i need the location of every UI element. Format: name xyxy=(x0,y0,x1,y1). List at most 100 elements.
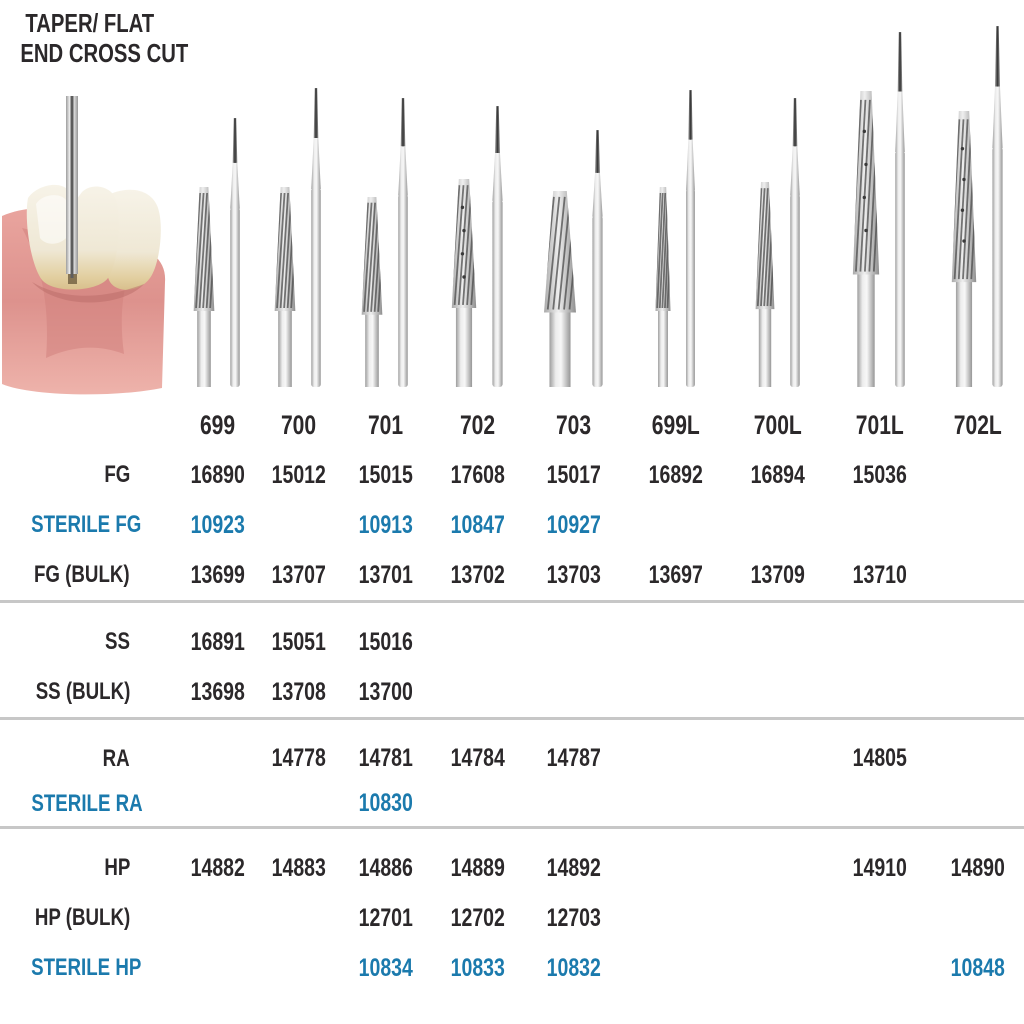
part-number-cell: 10848 xyxy=(950,953,1006,982)
table-section-1: SS 16891 15051 15016 SS (BULK) 13698 13708 1370… xyxy=(0,600,1024,719)
column-header-703: 703 xyxy=(555,409,592,440)
bur-photo-row: TAPER/ FLAT END CROSS CUT xyxy=(0,0,1024,400)
part-number-cell: 13708 xyxy=(271,677,326,706)
bur-closeup-image xyxy=(193,187,215,387)
column-header-699: 699 xyxy=(199,409,236,440)
part-number-cell: 10830 xyxy=(358,789,413,817)
part-number-cell xyxy=(827,600,932,667)
part-number-cell xyxy=(932,717,1024,781)
part-number-cell: 10927 xyxy=(546,510,601,539)
part-number-cell: 13699 xyxy=(190,560,245,589)
bur-full-image xyxy=(491,106,503,387)
table-row: HP 14882 14883 14886 14889 14892 14910 14890 xyxy=(0,826,1024,893)
bur-closeup-image xyxy=(451,179,476,387)
part-number-cell: 16891 xyxy=(178,600,257,667)
bur-photo-699 xyxy=(178,0,257,400)
part-number-cell xyxy=(623,893,729,943)
bur-photo-699L xyxy=(623,0,729,400)
bur-photo-700 xyxy=(257,0,340,400)
row-label: STERILE HP xyxy=(31,954,142,981)
table-row: FG 16890 15012 15015 17608 15017 16892 16894 150… xyxy=(0,450,1024,500)
bur-photo-702 xyxy=(431,0,524,400)
part-number-cell: 14890 xyxy=(932,826,1024,893)
size-header-row: 699 700 701 702 703 699L 700L 701L 702L xyxy=(0,400,1024,450)
part-number-cell xyxy=(827,667,932,719)
column-header-700L: 700L xyxy=(753,409,802,440)
part-number-cell xyxy=(623,667,729,719)
bur-photo-701L xyxy=(827,0,932,400)
part-number-cell xyxy=(729,600,827,667)
part-number-cell xyxy=(932,781,1024,828)
part-number-cell: 13700 xyxy=(358,677,413,706)
part-number-cell: 13697 xyxy=(648,560,704,589)
part-number-cell: 10923 xyxy=(190,510,245,539)
part-number-cell: 14778 xyxy=(257,717,340,781)
bur-photo-701 xyxy=(340,0,431,400)
table-row: RA 14778 14781 14784 14787 14805 xyxy=(0,717,1024,781)
bur-closeup-image xyxy=(361,197,383,387)
part-number-cell xyxy=(729,826,827,893)
bur-full-image xyxy=(398,98,408,387)
part-number-cell xyxy=(257,893,340,943)
part-number-cell: 15012 xyxy=(271,460,326,489)
part-number-cell xyxy=(623,826,729,893)
part-number-table: 699 700 701 702 703 699L 700L 701L 702L FG 16890 1… xyxy=(0,400,1024,993)
table-row: STERILE HP 10834 10833 10832 10848 xyxy=(0,943,1024,993)
part-number-cell: 13707 xyxy=(271,560,326,589)
bur-full-image xyxy=(789,98,800,387)
bur-full-image xyxy=(895,32,905,387)
part-number-cell xyxy=(729,893,827,943)
tooth-illustration xyxy=(2,96,174,398)
part-number-cell: 16892 xyxy=(648,460,704,489)
bur-closeup-image xyxy=(274,187,296,387)
column-header-699L: 699L xyxy=(651,409,700,440)
product-title-line1: TAPER/ FLAT xyxy=(25,8,155,38)
row-label: STERILE RA xyxy=(31,789,143,817)
part-number-cell: 14882 xyxy=(178,826,257,893)
part-number-cell xyxy=(178,943,257,993)
part-number-cell: 13702 xyxy=(450,560,505,589)
table-row: FG (BULK) 13699 13707 13701 13702 13703 13697 1… xyxy=(0,550,1024,602)
part-number-cell xyxy=(932,667,1024,719)
part-number-cell: 10834 xyxy=(358,953,413,982)
part-number-cell: 13698 xyxy=(190,677,245,706)
part-number-cell: 13703 xyxy=(546,560,601,589)
part-number-cell: 14883 xyxy=(257,826,340,893)
part-number-cell xyxy=(932,500,1024,550)
part-number-cell: 13709 xyxy=(750,560,806,589)
row-label: STERILE FG xyxy=(31,511,142,538)
part-number-cell xyxy=(827,500,932,550)
product-title: TAPER/ FLAT END CROSS CUT xyxy=(20,8,189,68)
bur-closeup-image xyxy=(951,111,977,387)
part-number-cell: 13701 xyxy=(358,560,413,589)
part-number-cell xyxy=(623,600,729,667)
product-header: TAPER/ FLAT END CROSS CUT xyxy=(0,0,189,400)
part-number-cell: 15015 xyxy=(358,460,413,489)
part-number-cell xyxy=(729,781,827,828)
bur-closeup-image xyxy=(655,187,671,387)
part-number-cell xyxy=(623,717,729,781)
part-number-cell xyxy=(729,943,827,993)
part-number-cell xyxy=(827,943,932,993)
part-number-cell xyxy=(729,717,827,781)
table-section-0: FG 16890 15012 15015 17608 15017 16892 16894 150… xyxy=(0,450,1024,602)
part-number-cell: 12702 xyxy=(450,903,505,932)
part-number-cell xyxy=(932,450,1024,500)
part-number-cell: 14892 xyxy=(524,826,623,893)
table-section-3: HP 14882 14883 14886 14889 14892 14910 14890 HP … xyxy=(0,826,1024,994)
row-label: RA xyxy=(0,717,178,781)
table-row: SS (BULK) 13698 13708 13700 xyxy=(0,667,1024,719)
part-number-cell: 14910 xyxy=(827,826,932,893)
bur-photo-703 xyxy=(524,0,623,400)
column-header-702: 702 xyxy=(459,409,496,440)
bur-photo-700L xyxy=(729,0,827,400)
column-header-701L: 701L xyxy=(855,409,904,440)
part-number-cell xyxy=(623,943,729,993)
part-number-cell xyxy=(257,943,340,993)
row-label: HP xyxy=(0,826,178,893)
product-title-line2: END CROSS CUT xyxy=(20,38,189,68)
part-number-cell xyxy=(431,600,524,667)
part-number-cell: 12703 xyxy=(546,903,601,932)
table-row: SS 16891 15051 15016 xyxy=(0,600,1024,667)
part-number-cell xyxy=(827,781,932,828)
